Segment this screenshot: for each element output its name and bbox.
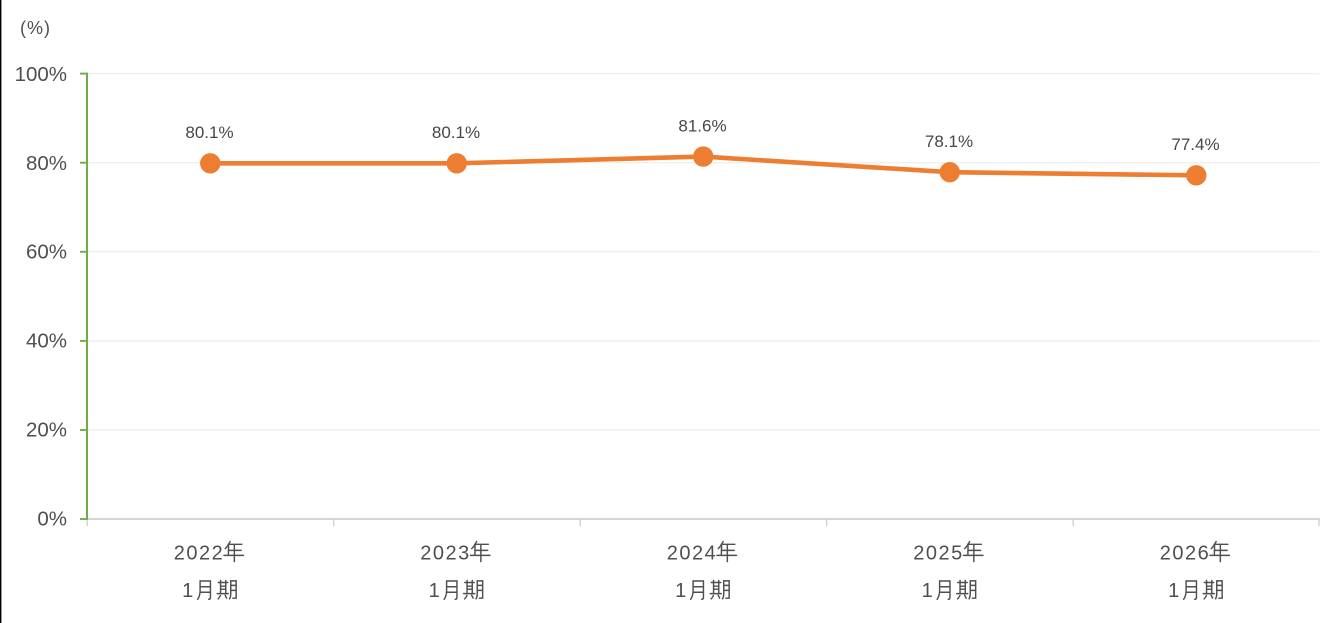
svg-text:40%: 40%	[26, 330, 67, 353]
svg-text:80%: 80%	[26, 152, 67, 175]
svg-text:2025: 2025	[913, 542, 964, 564]
svg-text:0%: 0%	[37, 507, 67, 530]
svg-text:80.1%: 80.1%	[432, 123, 480, 142]
svg-text:2022: 2022	[174, 542, 225, 564]
svg-text:100%: 100%	[15, 63, 67, 86]
svg-text:(%): (%)	[20, 18, 51, 38]
svg-text:1: 1	[1168, 580, 1179, 602]
svg-text:1: 1	[182, 580, 193, 602]
svg-text:2023: 2023	[420, 542, 471, 564]
svg-text:2024: 2024	[667, 542, 718, 564]
svg-text:78.1%: 78.1%	[925, 132, 973, 151]
svg-text:1: 1	[922, 580, 933, 602]
svg-text:20%: 20%	[26, 419, 67, 442]
svg-text:77.4%: 77.4%	[1171, 135, 1219, 154]
svg-text:60%: 60%	[26, 241, 67, 264]
svg-text:2026: 2026	[1160, 542, 1211, 564]
svg-text:1: 1	[675, 580, 686, 602]
svg-text:81.6%: 81.6%	[678, 117, 726, 136]
svg-text:1: 1	[429, 580, 440, 602]
svg-text:80.1%: 80.1%	[185, 123, 233, 142]
